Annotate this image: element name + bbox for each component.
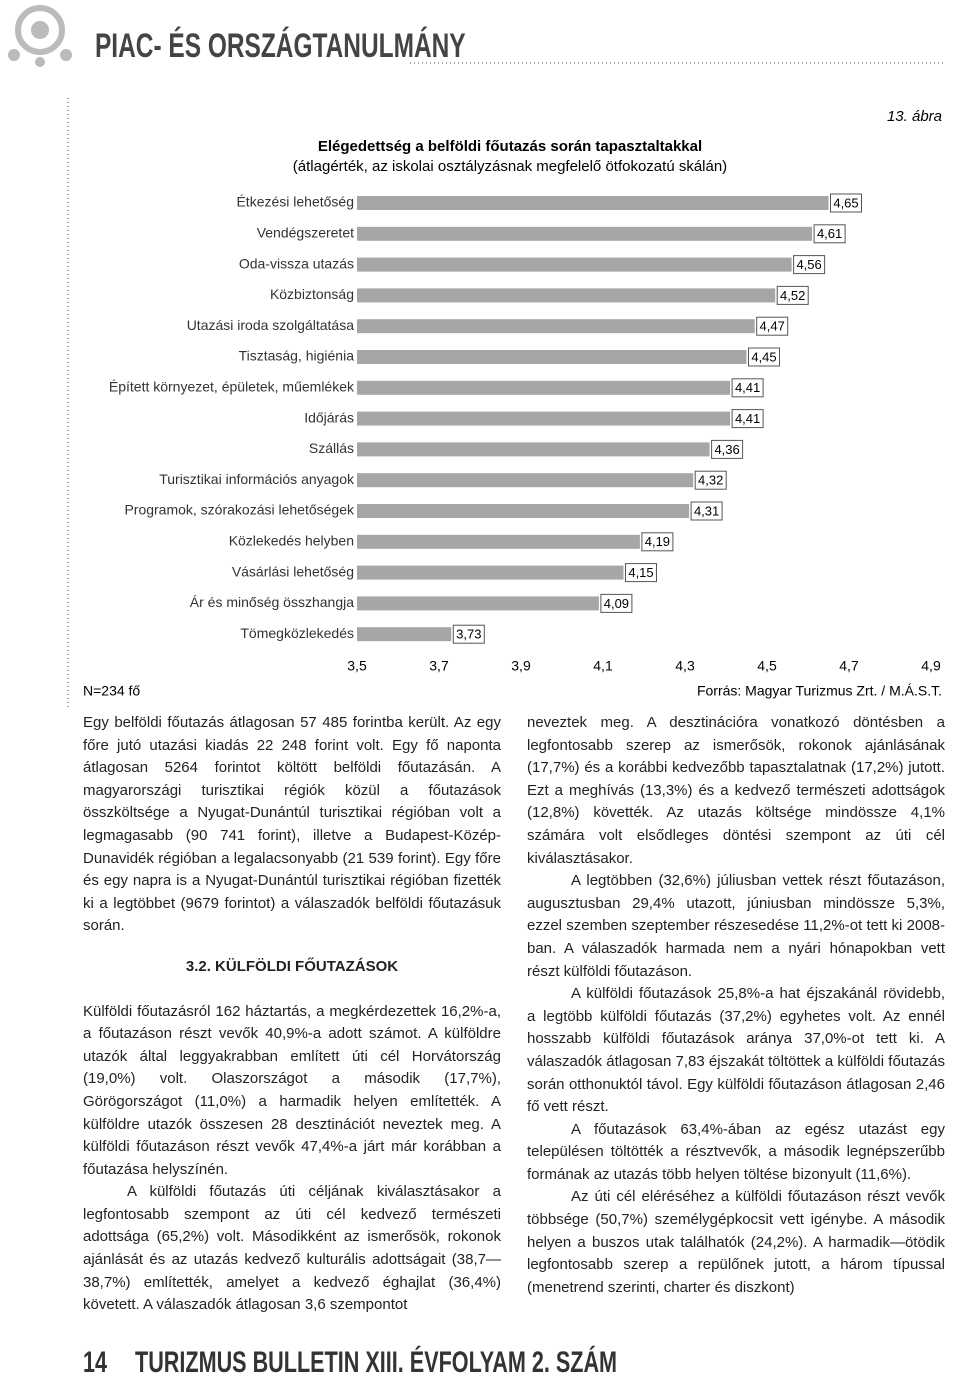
value-label: 4,41 <box>735 411 760 426</box>
value-label: 4,36 <box>714 442 739 457</box>
category-label: Épített környezet, épületek, műemlékek <box>109 379 355 395</box>
paragraph: A főutazások 63,4%-ában az egész utazást… <box>527 1120 945 1183</box>
bar <box>357 504 690 518</box>
value-label-box <box>731 409 764 429</box>
value-label-box <box>690 501 723 521</box>
x-tick-label: 4,5 <box>757 658 777 674</box>
value-label: 4,65 <box>833 195 858 210</box>
paragraph: Az úti cél eléréséhez a külföldi főutazá… <box>527 1188 945 1296</box>
value-label-box <box>731 378 764 398</box>
category-label: Tisztaság, higiénia <box>239 348 355 364</box>
ornament <box>8 5 72 67</box>
category-label: Turisztikai információs anyagok <box>159 471 355 487</box>
bar <box>357 473 694 488</box>
publication: TURIZMUS BULLETIN XIII. ÉVFOLYAM 2. SZÁM <box>135 1346 618 1379</box>
bar <box>357 565 624 580</box>
bar <box>357 288 776 303</box>
value-label-box <box>711 439 744 459</box>
chart-subtitle: (átlagérték, az iskolai osztályzásnak me… <box>293 158 727 175</box>
category-label: Vásárlási lehetőség <box>232 563 354 579</box>
category-label: Közbiztonság <box>270 286 354 302</box>
value-label-box <box>452 624 485 644</box>
category-label: Ár és minőség összhangja <box>190 594 354 610</box>
category-label: Étkezési lehetőség <box>236 194 354 210</box>
x-tick-label: 4,1 <box>593 658 613 674</box>
value-label-box <box>625 563 657 583</box>
right-column: neveztek meg. A desztinációra vonatkozó … <box>527 712 945 1340</box>
sample-note: N=234 fő <box>83 683 140 699</box>
category-label: Tömegközlekedés <box>240 625 354 641</box>
value-label-box <box>756 316 789 336</box>
bar <box>357 534 640 549</box>
x-tick-label: 4,3 <box>675 658 695 674</box>
value-label: 4,47 <box>760 319 785 334</box>
x-tick-label: 3,9 <box>511 658 531 674</box>
category-label: Utazási iroda szolgáltatása <box>187 317 355 333</box>
section-title: PIAC- ÉS ORSZÁGTANULMÁNY <box>95 26 466 65</box>
value-label-box <box>830 193 862 213</box>
paragraph: neveztek meg. A desztinációra vonatkozó … <box>527 714 945 867</box>
x-tick-label: 4,7 <box>839 658 859 674</box>
paragraph: Külföldi főutazásról 162 háztartás, a me… <box>83 1002 501 1178</box>
value-label-box <box>793 255 826 275</box>
paragraph: A külföldi főutazás úti céljának kiválas… <box>83 1183 501 1314</box>
bar <box>357 411 731 426</box>
x-tick-label: 4,9 <box>921 658 941 674</box>
figure-label: 13. ábra <box>887 108 942 125</box>
value-label: 4,15 <box>628 565 653 580</box>
value-label: 3,73 <box>456 627 481 642</box>
value-label-box <box>813 224 846 244</box>
value-label-box <box>600 593 633 613</box>
paragraph: Egy belföldi főutazás átlagosan 57 485 f… <box>83 714 501 935</box>
value-label: 4,52 <box>780 288 805 303</box>
value-label-box <box>748 347 780 367</box>
value-label-box <box>694 470 727 490</box>
bar <box>357 627 452 642</box>
chart-title: Elégedettség a belföldi főutazás során t… <box>318 138 702 155</box>
category-label: Programok, szórakozási lehetőségek <box>124 502 355 518</box>
bar <box>357 196 829 210</box>
category-label: Közlekedés helyben <box>229 533 354 549</box>
value-label: 4,61 <box>817 226 842 241</box>
value-label: 4,56 <box>796 257 821 272</box>
category-label: Vendégszeretet <box>257 225 354 241</box>
value-label: 4,45 <box>751 349 776 364</box>
section-heading: 3.2. KÜLFÖLDI FŐUTAZÁSOK <box>185 957 399 975</box>
bar <box>357 257 792 272</box>
bar <box>357 226 813 241</box>
bar <box>357 380 731 395</box>
paragraph: A külföldi főutazások 25,8%-a hat éjszak… <box>527 985 945 1116</box>
value-label: 4,19 <box>645 534 670 549</box>
value-label: 4,32 <box>698 473 723 488</box>
value-label-box <box>641 532 674 552</box>
bar <box>357 319 755 334</box>
value-label: 4,09 <box>604 596 629 611</box>
chart: PIAC- ÉS ORSZÁGTANULMÁNY 13. ábra Eléged… <box>8 5 945 710</box>
value-label: 4,41 <box>735 380 760 395</box>
source-note: Forrás: Magyar Turizmus Zrt. / M.Á.S.T. <box>697 683 942 699</box>
x-tick-label: 3,7 <box>429 658 449 674</box>
category-label: Időjárás <box>304 409 354 425</box>
value-label-box <box>776 285 809 305</box>
paragraph: A legtöbben (32,6%) júliusban vettek rés… <box>527 872 945 980</box>
value-label: 4,31 <box>694 503 719 518</box>
bar <box>357 350 747 364</box>
x-tick-label: 3,5 <box>347 658 367 674</box>
bar <box>357 442 710 457</box>
category-label: Oda-vissza utazás <box>239 255 354 271</box>
bar <box>357 596 599 611</box>
page-number: 14 <box>83 1346 108 1379</box>
left-column: Egy belföldi főutazás átlagosan 57 485 f… <box>83 712 501 1340</box>
category-label: Szállás <box>309 440 354 456</box>
